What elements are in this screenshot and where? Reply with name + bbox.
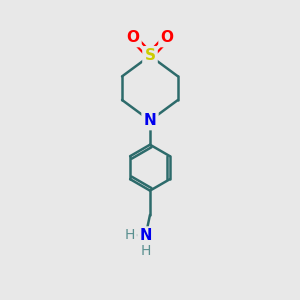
Text: O: O bbox=[126, 30, 140, 45]
Text: N: N bbox=[144, 113, 156, 128]
Text: N: N bbox=[140, 229, 152, 244]
Text: H: H bbox=[141, 244, 152, 258]
Text: H: H bbox=[125, 227, 136, 242]
Text: O: O bbox=[160, 30, 174, 45]
Text: S: S bbox=[145, 48, 155, 63]
